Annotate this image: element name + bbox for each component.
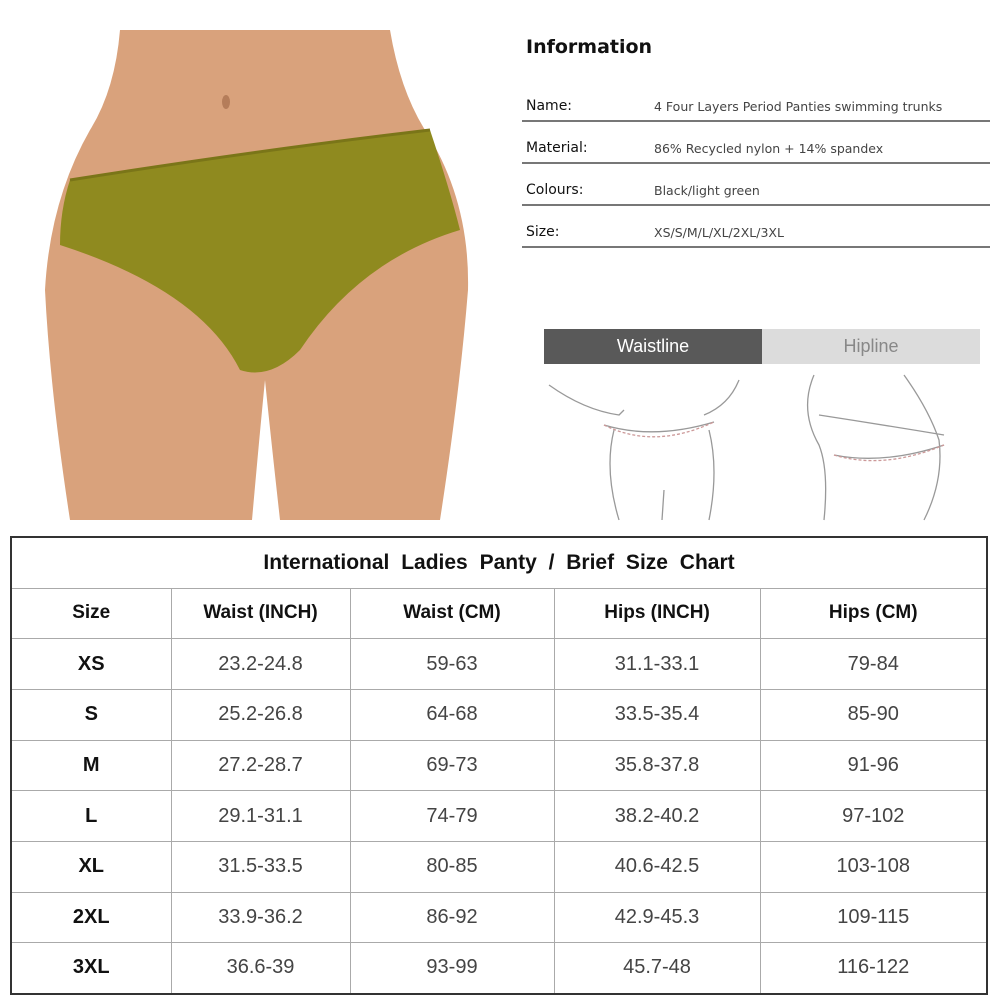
table-cell: XS <box>10 638 172 690</box>
table-cell: 42.9-45.3 <box>553 891 761 944</box>
table-cell: 40.6-42.5 <box>553 840 761 893</box>
table-cell: 3XL <box>10 942 172 994</box>
info-value: Black/light green <box>654 183 760 198</box>
info-row-name: Name: 4 Four Layers Period Panties swimmi… <box>522 80 990 122</box>
info-label: Size: <box>526 224 560 240</box>
table-cell: 23.2-24.8 <box>170 638 351 690</box>
table-cell: 25.2-26.8 <box>170 688 351 741</box>
table-cell: 31.5-33.5 <box>170 840 351 893</box>
header-waist-cm: Waist (CM) <box>349 587 555 640</box>
header-waist-inch: Waist (INCH) <box>170 587 351 640</box>
table-cell: 38.2-40.2 <box>553 790 761 842</box>
table-cell: 33.9-36.2 <box>170 891 351 944</box>
table-cell: 86-92 <box>349 891 555 944</box>
info-value: XS/S/M/L/XL/2XL/3XL <box>654 225 784 240</box>
info-value: 4 Four Layers Period Panties swimming tr… <box>654 99 943 114</box>
table-row: XL 31.5-33.5 80-85 40.6-42.5 103-108 <box>10 840 988 893</box>
info-row-size: Size: XS/S/M/L/XL/2XL/3XL <box>522 206 990 248</box>
table-cell: 97-102 <box>759 790 988 842</box>
info-row-material: Material: 86% Recycled nylon + 14% spande… <box>522 122 990 164</box>
table-cell: 31.1-33.1 <box>553 638 761 690</box>
table-cell: 116-122 <box>759 942 988 994</box>
tab-hipline: Hipline <box>762 329 980 364</box>
table-cell: 80-85 <box>349 840 555 893</box>
garment <box>60 130 460 373</box>
table-row: 2XL 33.9-36.2 86-92 42.9-45.3 109-115 <box>10 891 988 944</box>
table-cell: 45.7-48 <box>553 942 761 994</box>
table-cell: XL <box>10 840 172 893</box>
table-cell: 91-96 <box>759 739 988 792</box>
info-label: Name: <box>526 98 573 114</box>
table-cell: 93-99 <box>349 942 555 994</box>
table-cell: L <box>10 790 172 842</box>
info-label: Material: <box>526 140 588 156</box>
table-cell: 2XL <box>10 891 172 944</box>
table-cell: 103-108 <box>759 840 988 893</box>
size-chart-table: International Ladies Panty / Brief Size … <box>10 536 988 995</box>
header-hips-cm: Hips (CM) <box>759 587 988 640</box>
table-cell: 64-68 <box>349 688 555 741</box>
table-row: M 27.2-28.7 69-73 35.8-37.8 91-96 <box>10 739 988 792</box>
table-cell: 27.2-28.7 <box>170 739 351 792</box>
info-heading: Information <box>526 36 653 58</box>
table-cell: 69-73 <box>349 739 555 792</box>
header-row: Size Waist (INCH) Waist (CM) Hips (INCH)… <box>10 587 988 640</box>
table-cell: 35.8-37.8 <box>553 739 761 792</box>
table-cell: 74-79 <box>349 790 555 842</box>
info-label: Colours: <box>526 182 584 198</box>
table-cell: 36.6-39 <box>170 942 351 994</box>
table-cell: 79-84 <box>759 638 988 690</box>
size-chart-title: International Ladies Panty / Brief Size … <box>10 536 988 589</box>
header-hips-inch: Hips (INCH) <box>553 587 761 640</box>
table-row: 3XL 36.6-39 93-99 45.7-48 116-122 <box>10 942 988 994</box>
header-size: Size <box>10 587 172 640</box>
table-row: L 29.1-31.1 74-79 38.2-40.2 97-102 <box>10 790 988 842</box>
table-cell: 59-63 <box>349 638 555 690</box>
table-cell: M <box>10 739 172 792</box>
table-cell: S <box>10 688 172 741</box>
table-cell: 85-90 <box>759 688 988 741</box>
info-value: 86% Recycled nylon + 14% spandex <box>654 141 884 156</box>
table-cell: 29.1-31.1 <box>170 790 351 842</box>
table-cell: 109-115 <box>759 891 988 944</box>
table-row: S 25.2-26.8 64-68 33.5-35.4 85-90 <box>10 688 988 741</box>
information-panel: Information Name: 4 Four Layers Period Pa… <box>522 36 990 248</box>
table-row: XS 23.2-24.8 59-63 31.1-33.1 79-84 <box>10 638 988 690</box>
measurement-tabs: Waistline Hipline <box>544 329 980 364</box>
tab-waistline: Waistline <box>544 329 762 364</box>
info-row-colours: Colours: Black/light green <box>522 164 990 206</box>
product-photo <box>45 30 469 520</box>
table-cell: 33.5-35.4 <box>553 688 761 741</box>
measurement-sketches <box>548 374 945 521</box>
